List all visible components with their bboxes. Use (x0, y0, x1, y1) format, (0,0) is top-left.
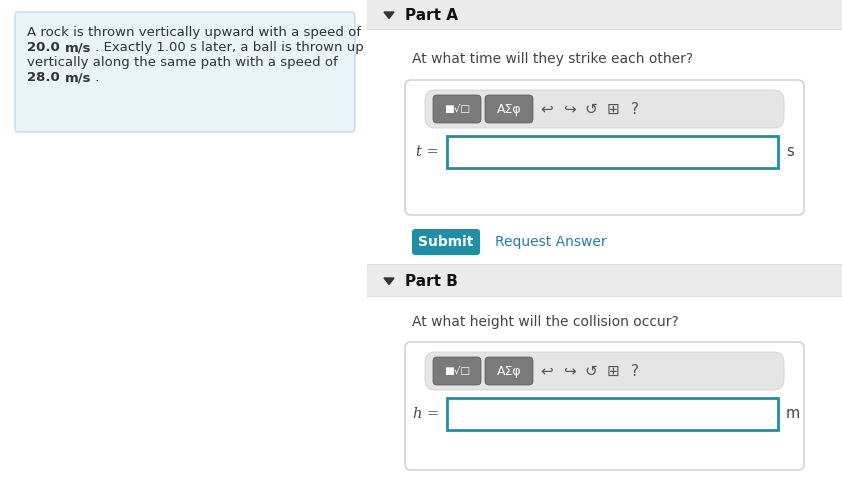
Text: ■√□: ■√□ (444, 104, 470, 114)
Bar (367, 264, 842, 265)
Text: A rock is thrown vertically upward with a speed of: A rock is thrown vertically upward with … (27, 26, 361, 39)
Bar (367, 296, 842, 297)
Text: h =: h = (413, 407, 439, 421)
FancyBboxPatch shape (15, 12, 355, 132)
Text: ΑΣφ: ΑΣφ (497, 102, 521, 116)
Text: At what height will the collision occur?: At what height will the collision occur? (412, 315, 679, 329)
Bar (447, 136, 778, 168)
Bar (447, 398, 778, 430)
FancyBboxPatch shape (405, 80, 804, 215)
Bar (367, 30, 842, 265)
Text: Submit: Submit (418, 235, 474, 249)
Text: Part A: Part A (405, 8, 458, 22)
Bar (367, 297, 842, 478)
Text: m/s: m/s (64, 41, 91, 54)
Bar (367, 0, 842, 30)
FancyBboxPatch shape (433, 95, 481, 123)
FancyBboxPatch shape (405, 342, 804, 470)
Text: vertically along the same path with a speed of: vertically along the same path with a sp… (27, 56, 338, 69)
Text: ↺: ↺ (584, 101, 597, 117)
Bar (367, 0, 842, 478)
Text: 20.0: 20.0 (27, 41, 64, 54)
Text: t =: t = (416, 145, 439, 159)
FancyBboxPatch shape (485, 357, 533, 385)
Bar (367, 265, 842, 297)
Text: . Exactly 1.00 s later, a ball is thrown up: . Exactly 1.00 s later, a ball is thrown… (91, 41, 364, 54)
FancyBboxPatch shape (425, 90, 784, 128)
Text: s: s (786, 144, 794, 160)
Text: .: . (91, 71, 99, 84)
Text: Part B: Part B (405, 273, 458, 289)
Text: 28.0: 28.0 (27, 71, 64, 84)
Text: ↺: ↺ (584, 363, 597, 379)
Polygon shape (384, 278, 394, 284)
FancyBboxPatch shape (425, 352, 784, 390)
Bar (367, 29, 842, 30)
FancyBboxPatch shape (412, 229, 480, 255)
Text: m: m (786, 406, 800, 422)
Text: ■√□: ■√□ (444, 366, 470, 376)
Text: m/s: m/s (64, 71, 91, 84)
Text: ΑΣφ: ΑΣφ (497, 365, 521, 378)
Text: ↩: ↩ (541, 363, 553, 379)
Text: ↩: ↩ (541, 101, 553, 117)
FancyBboxPatch shape (485, 95, 533, 123)
Text: ⊞: ⊞ (606, 101, 620, 117)
Text: ↪: ↪ (562, 363, 575, 379)
Polygon shape (384, 12, 394, 19)
Text: ?: ? (631, 363, 639, 379)
Bar (0, 0, 367, 478)
Text: ↪: ↪ (562, 101, 575, 117)
Text: Request Answer: Request Answer (495, 235, 606, 249)
Text: ⊞: ⊞ (606, 363, 620, 379)
Text: At what time will they strike each other?: At what time will they strike each other… (412, 52, 693, 66)
Text: ?: ? (631, 101, 639, 117)
FancyBboxPatch shape (433, 357, 481, 385)
